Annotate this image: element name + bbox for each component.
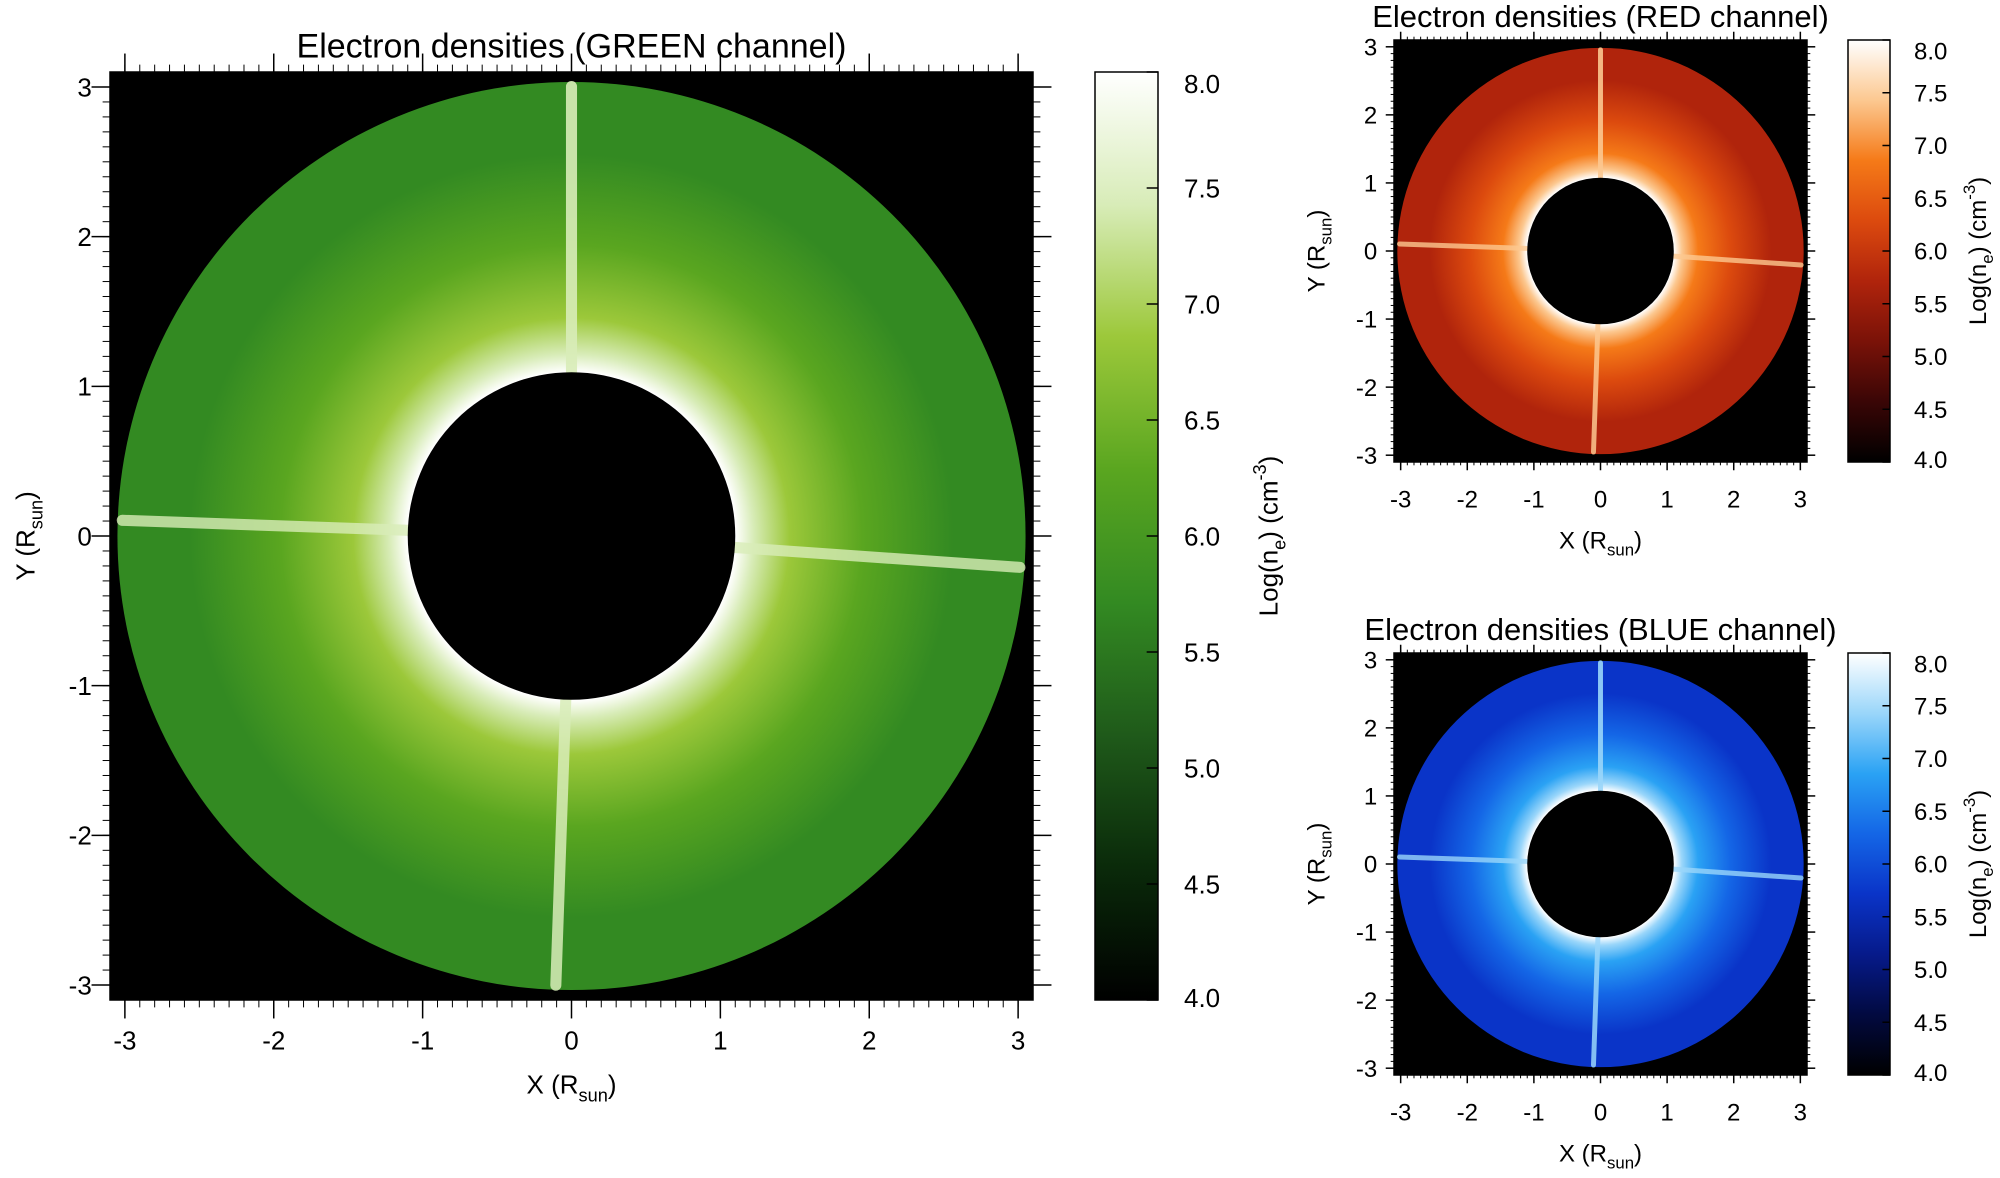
y-axis-label-blue: Y (Rsun) bbox=[1303, 823, 1335, 906]
y-axis-label-red: Y (Rsun) bbox=[1303, 210, 1335, 293]
x-tick-label: -1 bbox=[1523, 1100, 1544, 1127]
y-tick-label: -3 bbox=[69, 970, 92, 1000]
x-axis-label-red: X (Rsun) bbox=[1559, 527, 1642, 559]
y-tick-label: 1 bbox=[77, 372, 91, 402]
y-tick-label: -3 bbox=[1356, 1056, 1377, 1083]
colorbar-tick-label: 7.0 bbox=[1184, 289, 1220, 319]
colorbar-tick-label: 7.5 bbox=[1914, 693, 1947, 720]
streamer-ray-green bbox=[550, 694, 572, 991]
colorbar-tick-label: 6.0 bbox=[1184, 521, 1220, 551]
y-tick-label: 3 bbox=[1364, 34, 1377, 61]
x-tick-label: 1 bbox=[713, 1025, 727, 1055]
colorbar-tick-label: 7.0 bbox=[1914, 746, 1947, 773]
streamer-ray-green bbox=[729, 541, 1026, 573]
colorbar-tick-label: 5.5 bbox=[1914, 904, 1947, 931]
y-tick-label: 2 bbox=[1364, 716, 1377, 743]
streamer-ray-blue bbox=[1591, 934, 1601, 1068]
streamer-ray-red bbox=[1397, 241, 1530, 251]
x-tick-label: -1 bbox=[411, 1025, 434, 1055]
y-tick-label: 0 bbox=[1364, 239, 1377, 266]
x-tick-label: 2 bbox=[1727, 1100, 1740, 1127]
x-tick-label: -3 bbox=[1390, 487, 1411, 514]
occulter-disk-blue bbox=[1527, 790, 1674, 938]
x-tick-label: -2 bbox=[1457, 487, 1478, 514]
y-tick-label: 1 bbox=[1364, 171, 1377, 198]
title-green: Electron densities (GREEN channel) bbox=[297, 28, 847, 66]
x-tick-label: 0 bbox=[1594, 1100, 1607, 1127]
colorbar-tick-label: 6.5 bbox=[1914, 186, 1947, 213]
y-tick-label: -2 bbox=[1356, 375, 1377, 402]
x-tick-label: 0 bbox=[1594, 487, 1607, 514]
y-tick-label: -1 bbox=[1356, 307, 1377, 334]
x-tick-label: -2 bbox=[262, 1025, 285, 1055]
colorbar-tick-label: 6.5 bbox=[1184, 405, 1220, 435]
colorbar-tick-label: 5.5 bbox=[1914, 291, 1947, 318]
colorbar-tick-label: 5.5 bbox=[1184, 637, 1220, 667]
colorbar-tick-label: 5.0 bbox=[1914, 957, 1947, 984]
x-tick-label: -1 bbox=[1523, 487, 1544, 514]
colorbar-tick-label: 8.0 bbox=[1914, 38, 1947, 65]
x-axis-label-blue: X (Rsun) bbox=[1559, 1140, 1642, 1172]
colorbar-label-blue: Log(ne) (cm-3) bbox=[1960, 790, 1997, 938]
colorbar-tick-label: 6.0 bbox=[1914, 239, 1947, 266]
panel-green: -3 -2 -1 0 1 2 3 -3 -2 -1 0 1 2 3 Electron densities (… bbox=[11, 28, 1290, 1106]
colorbar-tick-label: 6.5 bbox=[1914, 799, 1947, 826]
x-tick-label: -3 bbox=[1390, 1100, 1411, 1127]
x-tick-label: 2 bbox=[1727, 487, 1740, 514]
colorbar-tick-label: 6.0 bbox=[1914, 852, 1947, 879]
y-tick-label: 0 bbox=[77, 521, 91, 551]
streamer-ray-red bbox=[1591, 321, 1601, 455]
y-tick-label: -2 bbox=[69, 821, 92, 851]
y-tick-label: 2 bbox=[77, 222, 91, 252]
colorbar-tick-label: 4.5 bbox=[1184, 869, 1220, 899]
streamer-ray-blue bbox=[1671, 866, 1804, 881]
colorbar-tick-label: 5.0 bbox=[1914, 344, 1947, 371]
y-tick-label: -3 bbox=[1356, 443, 1377, 470]
streamer-ray-red bbox=[1671, 253, 1804, 268]
x-tick-label: 3 bbox=[1011, 1025, 1025, 1055]
colorbar-tick-label: 8.0 bbox=[1184, 69, 1220, 99]
x-tick-label: 1 bbox=[1660, 1100, 1673, 1127]
y-tick-label: -1 bbox=[1356, 920, 1377, 947]
y-tick-label: 3 bbox=[77, 72, 91, 102]
occulter-disk-red bbox=[1527, 177, 1674, 325]
colorbar-tick-label: 8.0 bbox=[1914, 651, 1947, 678]
streamer-ray-blue bbox=[1397, 854, 1530, 864]
colorbar-tick-label: 4.0 bbox=[1914, 1060, 1947, 1087]
y-tick-label: 0 bbox=[1364, 852, 1377, 879]
occulter-disk-green bbox=[407, 372, 736, 700]
x-tick-label: 1 bbox=[1660, 487, 1673, 514]
x-tick-label: -3 bbox=[113, 1025, 136, 1055]
y-tick-label: -1 bbox=[69, 671, 92, 701]
colorbar-tick-label: 7.5 bbox=[1184, 173, 1220, 203]
y-tick-label: 2 bbox=[1364, 103, 1377, 130]
streamer-ray-green bbox=[116, 514, 414, 536]
x-axis-label-green: X (Rsun) bbox=[527, 1070, 617, 1106]
colorbar-label-green: Log(ne) (cm-3) bbox=[1250, 456, 1290, 617]
y-tick-label: -2 bbox=[1356, 988, 1377, 1015]
colorbar-tick-label: 4.5 bbox=[1914, 1010, 1947, 1037]
x-tick-label: 2 bbox=[862, 1025, 876, 1055]
title-red: Electron densities (RED channel) bbox=[1372, 0, 1829, 34]
y-tick-label: 3 bbox=[1364, 647, 1377, 674]
title-blue: Electron densities (BLUE channel) bbox=[1364, 612, 1836, 647]
colorbar-tick-label: 7.5 bbox=[1914, 80, 1947, 107]
x-tick-label: 3 bbox=[1794, 1100, 1807, 1127]
colorbar-tick-label: 5.0 bbox=[1184, 753, 1220, 783]
y-axis-label-green: Y (Rsun) bbox=[11, 491, 47, 581]
y-tick-label: 1 bbox=[1364, 784, 1377, 811]
x-tick-label: 3 bbox=[1794, 487, 1807, 514]
colorbar-tick-label: 7.0 bbox=[1914, 133, 1947, 160]
colorbar-tick-label: 4.5 bbox=[1914, 397, 1947, 424]
colorbar-label-red: Log(ne) (cm-3) bbox=[1960, 177, 1997, 325]
colorbar-tick-label: 4.0 bbox=[1184, 983, 1220, 1013]
x-tick-label: 0 bbox=[564, 1025, 578, 1055]
x-tick-label: -2 bbox=[1457, 1100, 1478, 1127]
colorbar-tick-label: 4.0 bbox=[1914, 447, 1947, 474]
